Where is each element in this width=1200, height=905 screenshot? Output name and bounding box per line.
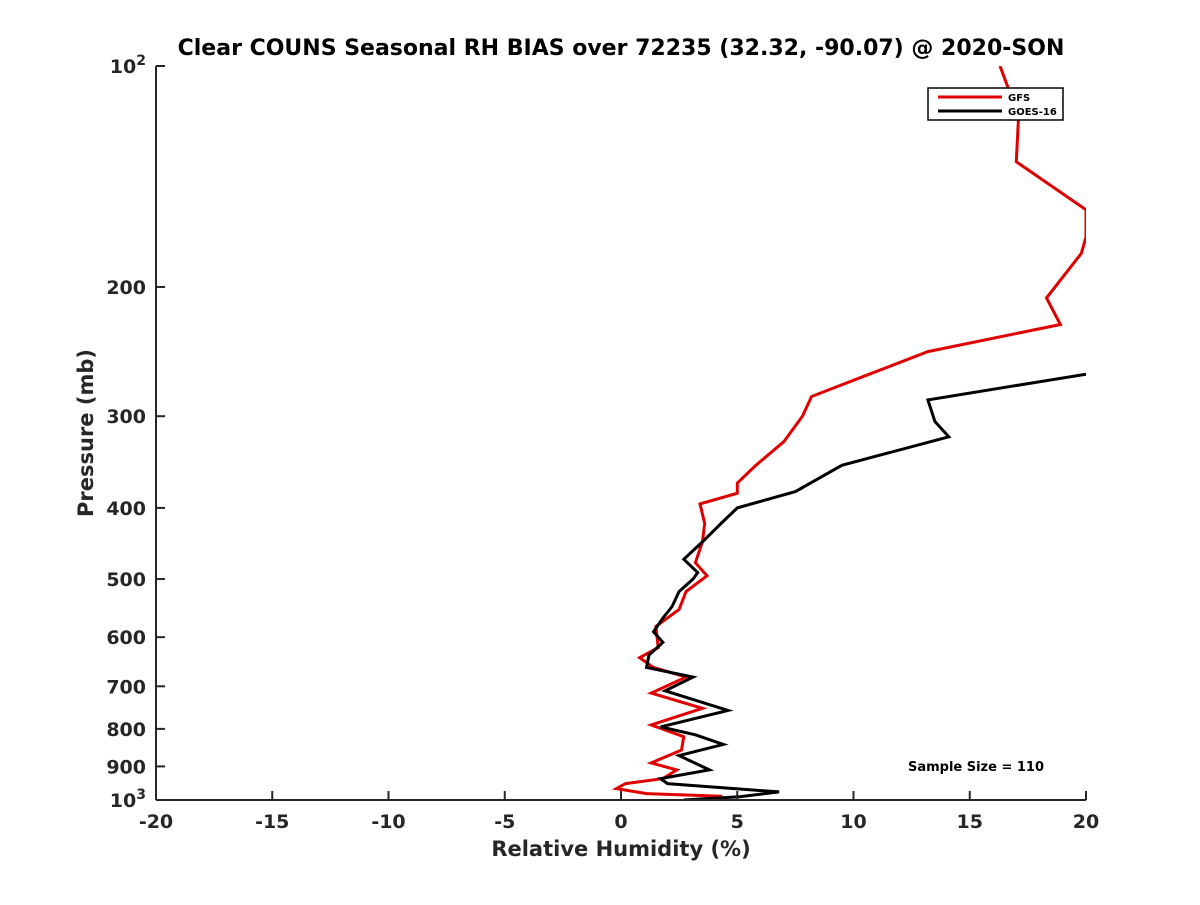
legend-items: GFS GOES-16	[938, 93, 1057, 118]
legend-box	[927, 87, 1064, 121]
x-tick-label: 5	[731, 811, 744, 833]
series-line-gfs	[611, 66, 1086, 800]
y-tick-label: 400	[106, 498, 146, 520]
y-tick-label: 600	[106, 627, 146, 649]
x-tick-label: 0	[614, 811, 627, 833]
chart-title: Clear COUNS Seasonal RH BIAS over 72235 …	[178, 36, 1065, 61]
y-tick-label: 300	[106, 406, 146, 428]
series-line-goes-16	[644, 372, 1086, 800]
x-axis-label: Relative Humidity (%)	[491, 837, 750, 861]
x-tick-label: -5	[494, 811, 515, 833]
series-layer	[611, 66, 1086, 800]
y-tick-label: 103	[110, 787, 146, 812]
y-tick-label: 800	[106, 719, 146, 741]
legend: GFS GOES-16	[927, 87, 1064, 121]
x-tick-label: -15	[255, 811, 289, 833]
legend-label: GOES-16	[1008, 107, 1057, 118]
legend-label: GFS	[1008, 93, 1030, 104]
y-tick-label: 900	[106, 756, 146, 778]
ticks-layer: -20 -15 -10 -5 0 5 10 15 20 102 200 300 400 500 600 700…	[106, 53, 1099, 833]
x-tick-label: 15	[957, 811, 983, 833]
y-tick-label: 102	[110, 53, 146, 78]
y-axis-label: Pressure (mb)	[74, 349, 98, 517]
y-tick-label: 500	[106, 569, 146, 591]
x-tick-label: -10	[371, 811, 405, 833]
x-tick-label: -20	[139, 811, 173, 833]
plot-area	[611, 66, 1086, 800]
x-tick-label: 10	[840, 811, 866, 833]
sample-size-annotation: Sample Size = 110	[908, 760, 1044, 775]
x-tick-label: 20	[1073, 811, 1099, 833]
y-tick-label: 700	[106, 676, 146, 698]
y-tick-label: 200	[106, 277, 146, 299]
